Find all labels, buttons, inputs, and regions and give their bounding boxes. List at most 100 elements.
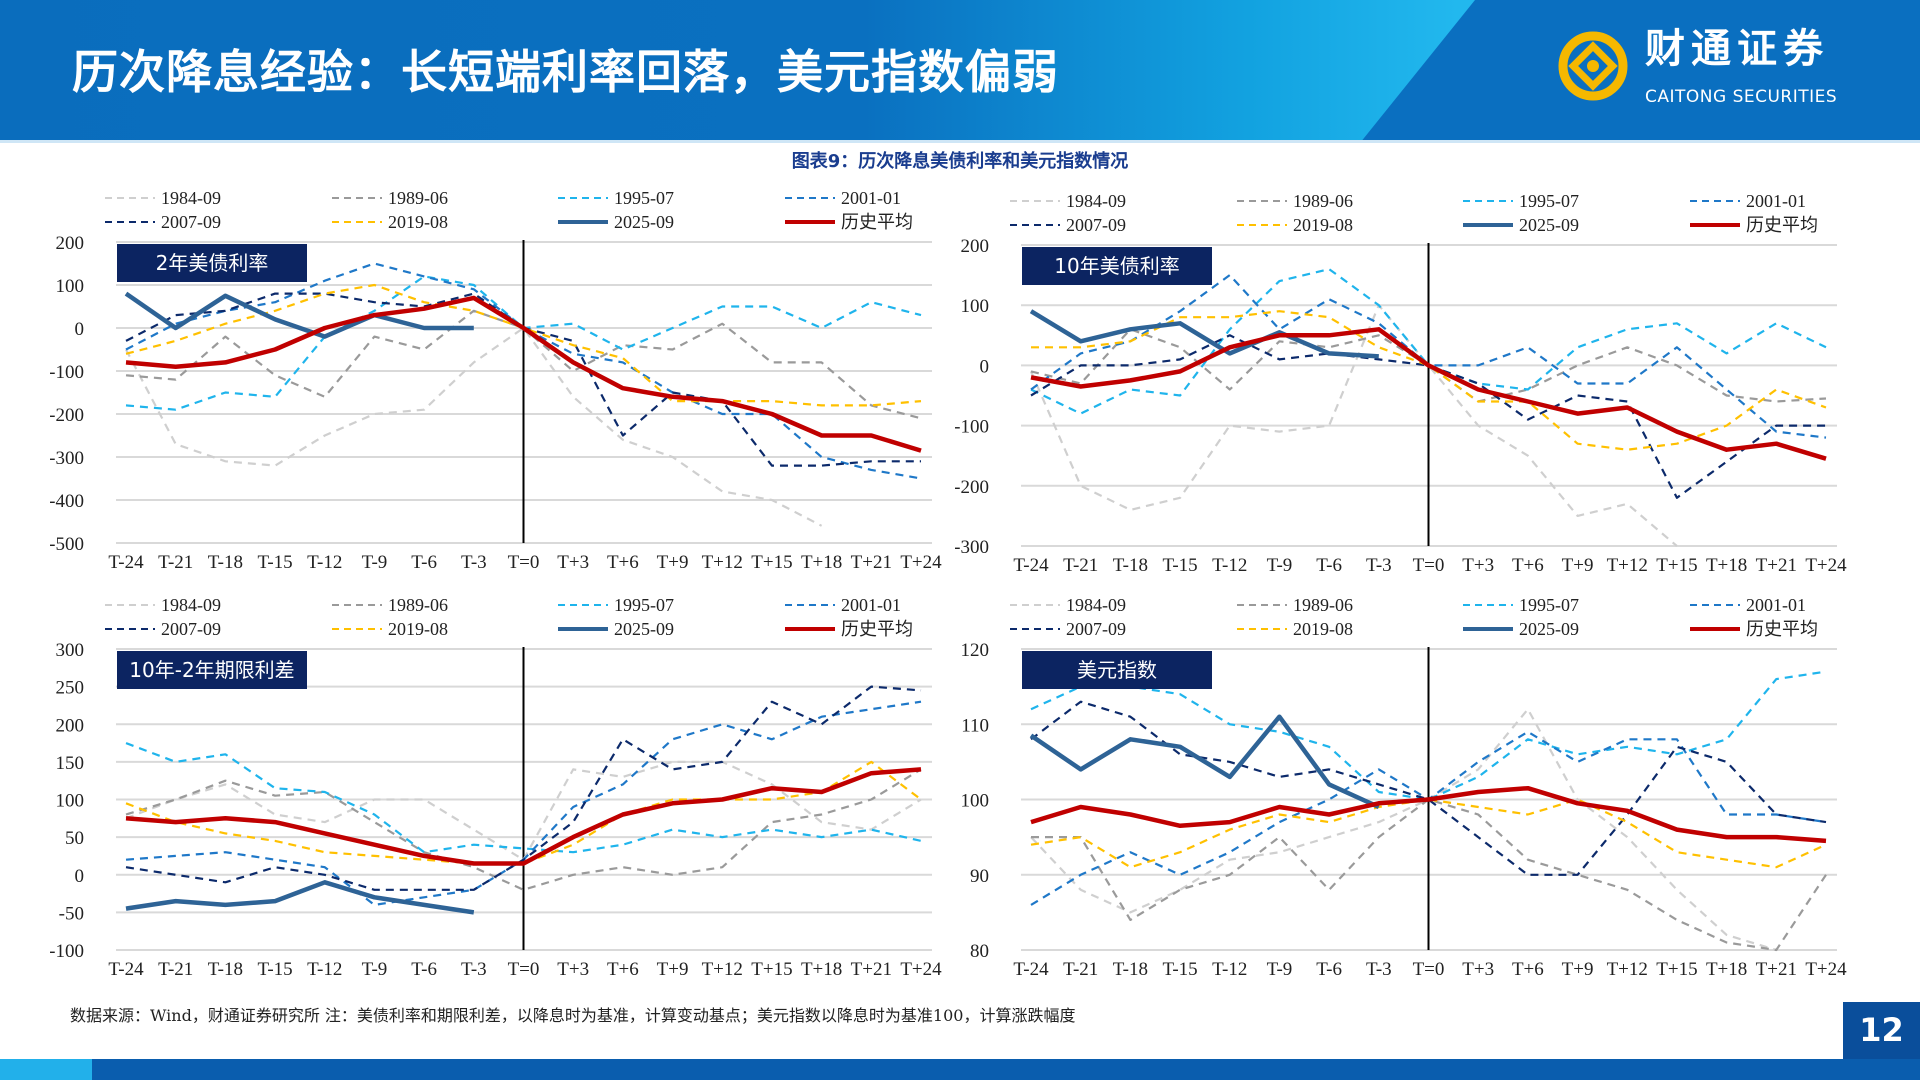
series-line-1995-07 [1030, 268, 1827, 415]
legend-item: 2025-09 [1463, 619, 1579, 639]
x-tick-label: T+21 [851, 552, 892, 573]
series-line-历史平均 [1030, 327, 1827, 461]
slide-header: 历次降息经验：长短端利率回落，美元指数偏弱 财通证券 CAITONG SECUR… [0, 0, 1920, 143]
legend-label: 2019-08 [1293, 215, 1353, 235]
chart-svg: 1984-09 1989-06 1995-07 2001-01 2007-09 2019-… [49, 188, 942, 573]
x-tick-label: T-24 [1013, 555, 1049, 576]
chart-2y-treasury: 1984-09 1989-06 1995-07 2001-01 2007-09 2019-… [49, 184, 950, 589]
legend-label: 1995-07 [614, 188, 674, 208]
legend-label: 2001-01 [1746, 595, 1806, 615]
legend-label: 1995-07 [1519, 191, 1579, 211]
legend-item: 1989-06 [1237, 595, 1353, 615]
legend-label: 历史平均 [841, 212, 913, 232]
legend-item: 历史平均 [785, 212, 913, 232]
header-divider [0, 140, 1920, 143]
x-tick-label: T+6 [1512, 555, 1544, 576]
legend-label: 2001-01 [1746, 191, 1806, 211]
chart-title-badge: 10年美债利率 [1022, 247, 1212, 285]
slide-title: 历次降息经验：长短端利率回落，美元指数偏弱 [72, 45, 1059, 99]
legend-item: 1989-06 [332, 595, 448, 615]
legend-item: 2025-09 [558, 212, 674, 232]
source-note: 数据来源：Wind，财通证券研究所 注：美债利率和期限利差，以降息时为基准，计算… [70, 1006, 1076, 1025]
x-tick-label: T-15 [1162, 959, 1197, 980]
legend-label: 1984-09 [1066, 191, 1126, 211]
y-tick-label: -300 [50, 448, 84, 469]
y-tick-label: 100 [961, 296, 990, 317]
y-tick-label: 0 [980, 356, 990, 377]
x-tick-label: T-18 [1113, 555, 1148, 576]
x-tick-label: T-6 [1316, 555, 1342, 576]
x-tick-label: T+24 [900, 552, 942, 573]
series-line-2019-08 [1030, 798, 1827, 869]
x-tick-label: T+15 [751, 552, 792, 573]
y-tick-label: 150 [56, 753, 85, 774]
x-tick-label: T-24 [108, 959, 144, 980]
x-tick-label: T-6 [411, 959, 437, 980]
x-tick-label: T-9 [362, 959, 388, 980]
legend-label: 2025-09 [614, 212, 674, 232]
x-tick-label: T+24 [900, 959, 942, 980]
x-tick-label: T-3 [461, 552, 487, 573]
x-tick-label: T+3 [557, 959, 589, 980]
legend-label: 2007-09 [1066, 619, 1126, 639]
x-tick-label: T-3 [1366, 555, 1392, 576]
series-line-2007-09 [1030, 334, 1826, 499]
x-tick-label: T+9 [1562, 555, 1594, 576]
x-tick-label: T+15 [1656, 959, 1697, 980]
series-line-历史平均 [125, 295, 922, 453]
legend-item: 2019-08 [332, 619, 448, 639]
x-tick-label: T+21 [1756, 555, 1797, 576]
legend-item: 1984-09 [105, 188, 221, 208]
legend-label: 1984-09 [161, 188, 221, 208]
footer-bar-accent [0, 1059, 92, 1080]
legend-item: 历史平均 [1690, 215, 1818, 235]
legend-item: 2025-09 [558, 619, 674, 639]
legend-label: 历史平均 [1746, 619, 1818, 639]
x-tick-label: T=0 [1413, 959, 1445, 980]
x-tick-label: T+3 [1462, 555, 1494, 576]
y-tick-label: 0 [75, 319, 85, 340]
legend-item: 2019-08 [1237, 619, 1353, 639]
series-line-1995-07 [1030, 670, 1827, 801]
legend-label: 2025-09 [614, 619, 674, 639]
y-tick-label: 90 [970, 866, 989, 887]
chart-svg: 1984-09 1989-06 1995-07 2001-01 2007-09 2019-… [961, 595, 1848, 980]
legend-label: 2001-01 [841, 188, 901, 208]
footer-bar [0, 1059, 1920, 1080]
legend-item: 2007-09 [105, 212, 221, 232]
x-tick-label: T-12 [1212, 555, 1247, 576]
legend-item: 历史平均 [1690, 619, 1818, 639]
legend-item: 1989-06 [332, 188, 448, 208]
legend-item: 2007-09 [105, 619, 221, 639]
y-tick-label: 100 [56, 276, 85, 297]
x-tick-label: T+3 [1462, 959, 1494, 980]
series-line-历史平均 [125, 767, 922, 866]
x-tick-label: T-18 [208, 959, 243, 980]
y-tick-label: 200 [56, 233, 85, 254]
legend-item: 2001-01 [785, 595, 901, 615]
series-line-2025-09 [124, 291, 474, 339]
series-line-2001-01 [125, 262, 922, 480]
x-tick-label: T-6 [1316, 959, 1342, 980]
x-tick-label: T+6 [607, 959, 639, 980]
y-tick-label: 50 [65, 828, 84, 849]
x-tick-label: T+9 [657, 552, 689, 573]
x-tick-label: T=0 [1413, 555, 1445, 576]
x-tick-label: T-21 [1063, 959, 1098, 980]
x-tick-label: T-21 [158, 959, 193, 980]
y-tick-label: 200 [961, 236, 990, 257]
x-tick-label: T-18 [1113, 959, 1148, 980]
y-tick-label: -400 [50, 491, 84, 512]
figure-caption: 图表9：历次降息美债利率和美元指数情况 [791, 151, 1129, 172]
legend-label: 2019-08 [388, 212, 448, 232]
legend-label: 1989-06 [388, 188, 448, 208]
series-line-1989-06 [1030, 328, 1827, 403]
x-tick-label: T+6 [607, 552, 639, 573]
legend-item: 2007-09 [1010, 619, 1126, 639]
x-tick-label: T+15 [751, 959, 792, 980]
x-tick-label: T=0 [508, 959, 540, 980]
company-logo: 财通证券 CAITONG SECURITIES [1555, 26, 1885, 116]
x-tick-label: T-24 [108, 552, 144, 573]
brand-name-cn: 财通证券 [1645, 26, 1829, 72]
x-tick-label: T+12 [1607, 555, 1648, 576]
